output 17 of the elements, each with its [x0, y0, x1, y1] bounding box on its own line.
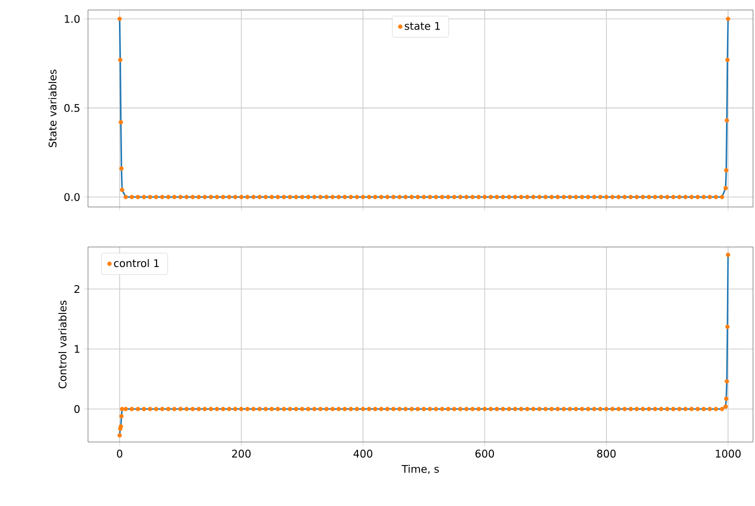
y-tick-label: 0.0	[64, 193, 80, 201]
y-tick-label: 0.5	[64, 104, 80, 112]
x-tick-label: 600	[475, 450, 494, 458]
y-axis-title: State variables	[48, 70, 56, 148]
x-tick-label: 1000	[716, 450, 741, 458]
x-tick-label: 0	[117, 450, 122, 458]
legend-label: state 1	[404, 22, 440, 30]
y-tick-label: 0	[74, 405, 80, 413]
y-tick-label: 1	[74, 345, 80, 353]
y-tick-label: 2	[74, 285, 80, 293]
x-tick-label: 800	[597, 450, 616, 458]
legend-label: control 1	[114, 259, 159, 268]
x-tick-label: 200	[232, 450, 251, 458]
x-axis-title: Time, s	[402, 464, 439, 474]
x-tick-label: 400	[354, 450, 372, 458]
y-tick-label: 1.0	[64, 14, 80, 23]
y-axis-title: Control variables	[58, 300, 66, 388]
